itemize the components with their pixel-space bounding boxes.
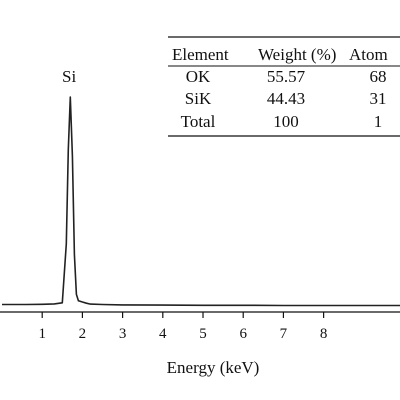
x-tick-label: 2	[79, 326, 87, 342]
table-cell: 100	[273, 112, 299, 131]
peak-label-si: Si	[62, 67, 76, 86]
table-cell: 1	[374, 112, 383, 131]
x-tick-label: 7	[280, 326, 288, 342]
x-tick-label: 3	[119, 326, 127, 342]
table-cell: Total	[181, 112, 216, 131]
x-tick-label: 5	[199, 326, 207, 342]
table-cell: 68	[370, 67, 387, 86]
table-cell: OK	[186, 67, 211, 86]
table-cell: 44.43	[267, 89, 305, 108]
x-axis-label: Energy (keV)	[167, 358, 260, 377]
table-header-cell: Element	[172, 45, 229, 64]
table-cell: SiK	[185, 89, 212, 108]
composition-table: Element Weight (%) Atom OK 55.57 68 SiK 44.43 31…	[168, 36, 400, 137]
x-tick-label: 6	[239, 326, 247, 342]
x-tick-label: 8	[320, 326, 328, 342]
plot-area: Si	[2, 67, 400, 307]
x-tick-label: 1	[38, 326, 46, 342]
table-cell: 55.57	[267, 67, 306, 86]
table-header-cell: Weight (%)	[258, 45, 336, 64]
table-cell: 31	[370, 89, 387, 108]
x-axis: 1 2 3 4 5 6 7 8	[0, 311, 400, 342]
x-tick-label: 4	[159, 326, 167, 342]
table-header-cell: Atom	[349, 45, 388, 64]
spectrum-line-0	[2, 96, 400, 307]
